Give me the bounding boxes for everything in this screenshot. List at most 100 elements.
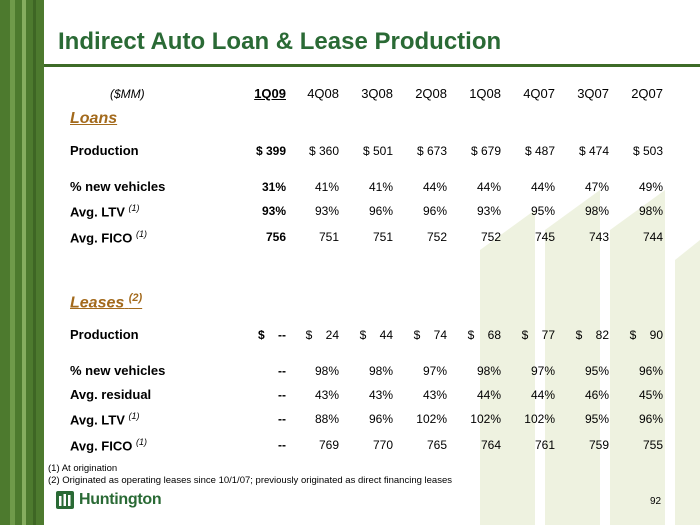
row-label-text: Avg. LTV [70,412,125,428]
leases-cell: 102% [416,412,447,426]
leases-cell: $ 82 [575,328,609,342]
row-label-text: Avg. LTV [70,204,125,220]
row-label-footnote: (1) [135,437,147,447]
leases-cell: 96% [638,412,663,426]
leases-cell: 755 [642,438,663,452]
loans-cell: 49% [638,180,663,194]
leases-cell: 43% [368,388,393,402]
leases-cell: $ 74 [413,328,447,342]
leases-cell: $ -- [257,328,286,342]
leases-cell: 95% [584,364,609,378]
leases-cell: 102% [524,412,555,426]
leases-cell: 96% [368,412,393,426]
row-label-footnote: (1) [135,229,147,239]
leases-row: % new vehicles -- 98% 98% 97% 98% 97% 95% 96% [0,361,700,381]
leases-cell: 96% [638,364,663,378]
loans-cell: 98% [638,204,663,218]
page-title: Indirect Auto Loan & Lease Production [58,28,502,55]
row-label-text: Avg. FICO [70,438,133,454]
leases-cell: 97% [422,364,447,378]
loans-cell: 47% [584,180,609,194]
leases-row: Production $ -- $ 24 $ 44 $ 74 $ 68 $ 77 $ 82 $ … [0,325,700,345]
loans-cell: $ 399 [255,144,286,158]
leases-cell: 45% [638,388,663,402]
leases-cell: 97% [530,364,555,378]
leases-row-label: % new vehicles [70,363,165,378]
row-label-text: % new vehicles [70,363,166,378]
row-label-footnote: (1) [128,203,140,213]
leases-cell: 43% [422,388,447,402]
title-rule [44,64,700,67]
leases-cell: 102% [470,412,501,426]
loans-cell: 95% [530,204,555,218]
column-header-4q07: 4Q07 [523,86,555,101]
footnotes: (1) At origination (2) Originated as ope… [48,463,452,487]
row-label-text: Avg. residual [70,387,152,402]
header-row: ($MM) 1Q09 4Q08 3Q08 2Q08 1Q08 4Q07 3Q07 2Q07 [0,84,700,104]
leases-cell: 43% [314,388,339,402]
leases-heading-text: Leases [70,294,125,312]
leases-cell: 770 [372,438,393,452]
leases-cell: $ 77 [521,328,555,342]
leases-cell: -- [278,388,286,402]
logo-text: Huntington [79,491,162,508]
loans-cell: $ 679 [470,144,501,158]
loans-cell: 41% [368,180,393,194]
loans-cell: 93% [314,204,339,218]
leases-cell: -- [278,364,286,378]
loans-cell: 98% [584,204,609,218]
leases-cell: 44% [476,388,501,402]
leases-cell: 759 [588,438,609,452]
leases-cell: 88% [314,412,339,426]
loans-cell: $ 360 [308,144,339,158]
loans-cell: $ 503 [632,144,663,158]
loans-cell: 44% [422,180,447,194]
section-heading-loans: Loans [70,110,118,127]
loans-cell: 93% [476,204,501,218]
leases-row: Avg. LTV (1) -- 88% 96% 102% 102% 102% 95% 96% [0,409,700,429]
leases-cell: -- [278,438,286,452]
units-label: ($MM) [110,87,145,101]
loans-cell: 96% [368,204,393,218]
row-label-text: Production [70,143,139,158]
sidebar-stripes [0,0,44,525]
loans-cell: 93% [261,204,286,218]
leases-cell: 98% [476,364,501,378]
column-header-2q07: 2Q07 [631,86,663,101]
leases-row: Avg. FICO (1) -- 769 770 765 764 761 759 755 [0,435,700,455]
loans-row: Production $ 399 $ 360 $ 501 $ 673 $ 679 $ 487… [0,141,700,161]
leases-cell: $ 44 [359,328,393,342]
leases-cell: 765 [426,438,447,452]
leases-cell: 46% [584,388,609,402]
leases-cell: 44% [530,388,555,402]
leases-cell: 98% [314,364,339,378]
column-header-1q09: 1Q09 [254,86,286,101]
row-label-text: Production [70,327,139,342]
leases-heading-footnote: (2) [128,292,143,304]
loans-cell: 31% [261,180,286,194]
loans-cell: $ 673 [416,144,447,158]
column-header-2q08: 2Q08 [415,86,447,101]
loans-cell: $ 474 [578,144,609,158]
page-number: 92 [650,496,662,507]
row-label-text: % new vehicles [70,179,166,194]
loans-row-label: % new vehicles [70,179,165,194]
loans-cell: 96% [422,204,447,218]
column-header-4q08: 4Q08 [307,86,339,101]
brand-logo: Huntington [56,491,162,509]
loans-cell: 745 [534,230,555,244]
leases-cell: 95% [584,412,609,426]
footnote-2: (2) Originated as operating leases since… [48,475,452,486]
loans-cell: 751 [318,230,339,244]
loans-cell: $ 501 [362,144,393,158]
row-label-text: Avg. FICO [70,230,133,246]
leases-cell: $ 24 [305,328,339,342]
footnote-1: (1) At origination [48,463,118,474]
loans-row: Avg. FICO (1) 756 751 751 752 752 745 743 744 [0,227,700,247]
loans-row-label: Avg. FICO (1) [70,229,147,245]
leases-cell: 761 [534,438,555,452]
leases-row-label: Production [70,327,139,342]
huntington-logo-icon [56,491,74,509]
loans-cell: 756 [265,230,286,244]
leases-cell: -- [278,412,286,426]
